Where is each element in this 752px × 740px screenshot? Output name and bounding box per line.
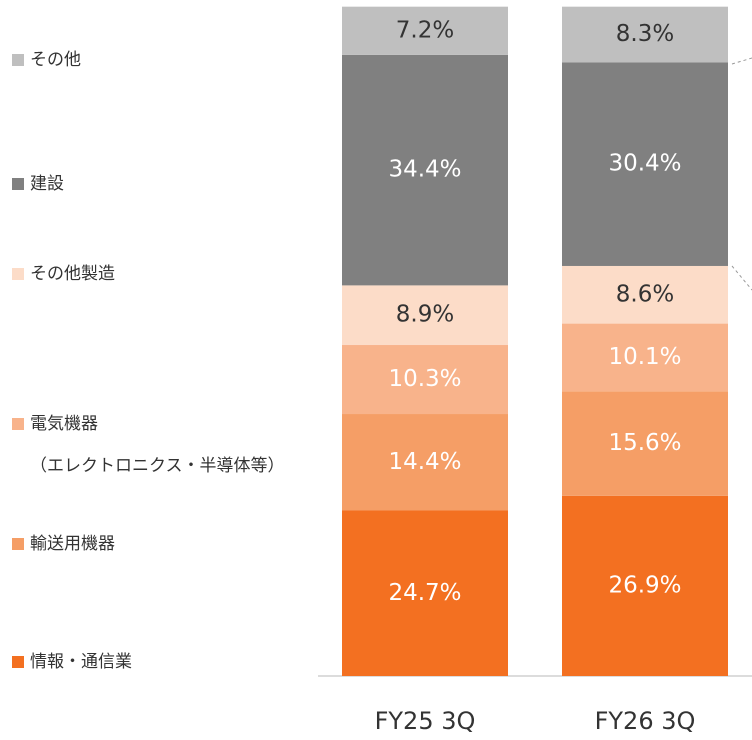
legend-swatch	[12, 656, 24, 668]
value-label: 26.9%	[608, 572, 681, 598]
value-label: 30.4%	[608, 151, 681, 177]
value-label: 10.3%	[388, 366, 461, 392]
bar-segment	[562, 495, 728, 676]
value-label: 34.4%	[388, 157, 461, 183]
legend-label: 輸送用機器	[30, 534, 115, 554]
bar-segment	[342, 54, 508, 286]
x-tick-label: FY25 3Q	[375, 707, 476, 735]
legend-label: 建設	[30, 174, 64, 194]
value-label: 14.4%	[388, 449, 461, 475]
value-label: 7.2%	[396, 17, 454, 43]
value-label: 8.3%	[616, 21, 674, 47]
legend-swatch	[12, 268, 24, 280]
bar-segment	[562, 323, 728, 392]
connector	[731, 57, 752, 65]
value-label: 10.1%	[608, 344, 681, 370]
legend-swatch	[12, 538, 24, 550]
legend-label: 情報・通信業	[30, 652, 132, 672]
value-label: 8.6%	[616, 281, 674, 307]
value-label: 8.9%	[396, 302, 454, 328]
bar-segment	[562, 6, 728, 63]
bar-segment	[562, 62, 728, 266]
legend-label: 電気機器	[30, 414, 98, 434]
bar-segment	[342, 414, 508, 511]
legend-swatch	[12, 418, 24, 430]
legend-label: その他	[30, 50, 81, 70]
value-label: 15.6%	[608, 430, 681, 456]
x-tick-label: FY26 3Q	[595, 707, 696, 735]
legend-swatch	[12, 54, 24, 66]
value-label: 24.7%	[388, 580, 461, 606]
bar-segment	[342, 285, 508, 346]
bar-segment	[342, 510, 508, 676]
connector	[731, 265, 752, 291]
bar-segment	[562, 265, 728, 324]
bar-segment	[342, 345, 508, 415]
legend-label: その他製造	[30, 264, 115, 284]
legend-note: （エレクトロニクス・半導体等）	[30, 456, 285, 476]
bar-segment	[342, 6, 508, 55]
legend-swatch	[12, 178, 24, 190]
bar-segment	[562, 391, 728, 496]
